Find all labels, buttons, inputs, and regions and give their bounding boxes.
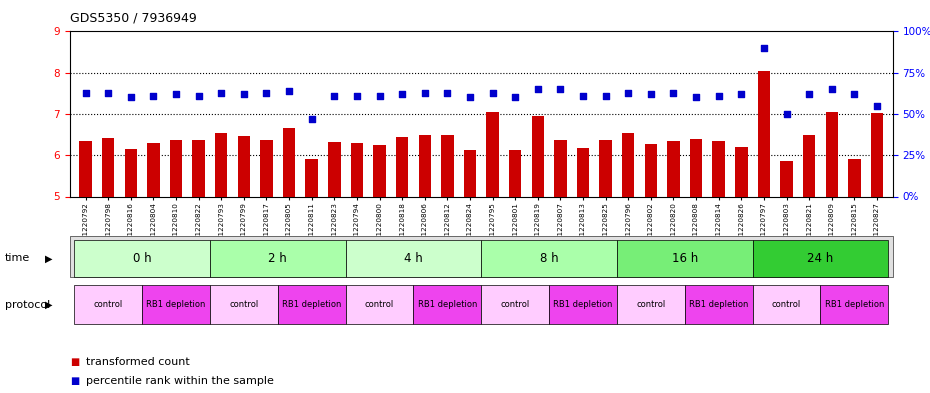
Text: 24 h: 24 h	[807, 252, 833, 265]
Point	[372, 93, 387, 99]
Text: RB1 depletion: RB1 depletion	[418, 300, 477, 309]
Text: transformed count: transformed count	[86, 356, 191, 367]
Bar	[238, 136, 250, 196]
Text: RB1 depletion: RB1 depletion	[146, 300, 206, 309]
Text: 2 h: 2 h	[269, 252, 287, 265]
Point	[734, 91, 749, 97]
Bar	[758, 71, 770, 196]
Bar	[848, 159, 860, 196]
Text: control: control	[772, 300, 801, 309]
Point	[124, 94, 139, 101]
Bar	[215, 132, 228, 196]
Text: RB1 depletion: RB1 depletion	[282, 300, 341, 309]
Bar	[600, 140, 612, 196]
Text: percentile rank within the sample: percentile rank within the sample	[86, 376, 274, 386]
Point	[824, 86, 839, 92]
Text: RB1 depletion: RB1 depletion	[825, 300, 884, 309]
Point	[576, 93, 591, 99]
Text: control: control	[229, 300, 259, 309]
Point	[192, 93, 206, 99]
Point	[508, 94, 523, 101]
Bar	[79, 141, 92, 196]
Bar	[147, 143, 160, 196]
Bar	[464, 150, 476, 196]
Text: 8 h: 8 h	[539, 252, 558, 265]
Text: control: control	[636, 300, 666, 309]
Point	[598, 93, 613, 99]
Text: control: control	[94, 300, 123, 309]
Bar	[486, 112, 498, 196]
Text: RB1 depletion: RB1 depletion	[689, 300, 749, 309]
Text: protocol: protocol	[5, 299, 50, 310]
Bar	[418, 136, 431, 196]
Point	[440, 89, 455, 95]
Point	[756, 45, 771, 51]
Point	[350, 93, 365, 99]
Text: 0 h: 0 h	[133, 252, 152, 265]
Point	[146, 93, 161, 99]
Bar	[125, 149, 137, 196]
Bar	[803, 134, 816, 196]
Bar	[260, 140, 272, 196]
Bar	[396, 137, 408, 196]
Bar	[735, 147, 748, 196]
Text: 4 h: 4 h	[404, 252, 423, 265]
Bar	[441, 136, 454, 196]
Point	[100, 89, 115, 95]
Point	[711, 93, 726, 99]
Text: time: time	[5, 253, 30, 263]
Bar	[170, 140, 182, 196]
Bar	[305, 159, 318, 196]
Bar	[622, 132, 634, 196]
Text: control: control	[365, 300, 394, 309]
Bar	[554, 140, 566, 196]
Point	[779, 111, 794, 117]
Point	[394, 91, 409, 97]
Text: RB1 depletion: RB1 depletion	[553, 300, 613, 309]
Point	[282, 88, 297, 94]
Point	[553, 86, 568, 92]
Bar	[373, 145, 386, 196]
Bar	[667, 141, 680, 196]
Point	[304, 116, 319, 122]
Bar	[193, 140, 205, 196]
Bar	[102, 138, 114, 196]
Point	[462, 94, 477, 101]
Bar	[509, 150, 522, 196]
Bar	[690, 139, 702, 196]
Bar	[328, 142, 340, 196]
Text: ▶: ▶	[45, 299, 52, 310]
Text: ▶: ▶	[45, 253, 52, 263]
Point	[802, 91, 817, 97]
Point	[168, 91, 183, 97]
Point	[666, 89, 681, 95]
Bar	[780, 162, 792, 196]
Text: ■: ■	[70, 356, 79, 367]
Point	[847, 91, 862, 97]
Point	[870, 103, 884, 109]
Text: ■: ■	[70, 376, 79, 386]
Bar	[351, 143, 363, 196]
Text: control: control	[500, 300, 530, 309]
Bar	[644, 144, 658, 196]
Bar	[870, 113, 883, 196]
Bar	[826, 112, 838, 196]
Point	[78, 89, 93, 95]
Point	[530, 86, 545, 92]
Point	[418, 89, 432, 95]
Point	[621, 89, 636, 95]
Point	[485, 89, 500, 95]
Point	[688, 94, 703, 101]
Point	[214, 89, 229, 95]
Bar	[283, 129, 296, 196]
Text: GDS5350 / 7936949: GDS5350 / 7936949	[70, 12, 196, 25]
Bar	[532, 116, 544, 196]
Bar	[712, 141, 724, 196]
Point	[326, 93, 341, 99]
Point	[236, 91, 251, 97]
Point	[259, 89, 274, 95]
Bar	[577, 148, 590, 196]
Point	[644, 91, 658, 97]
Text: 16 h: 16 h	[671, 252, 698, 265]
